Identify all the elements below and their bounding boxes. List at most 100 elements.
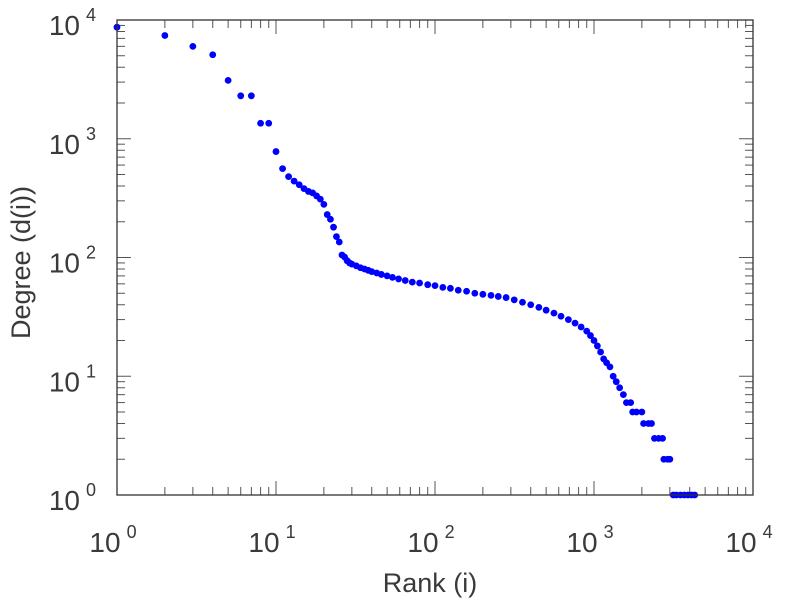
data-points — [113, 23, 699, 499]
data-point — [416, 279, 423, 287]
data-point — [439, 284, 447, 291]
data-point — [247, 92, 255, 100]
data-point — [265, 119, 273, 127]
data-point — [535, 304, 543, 311]
data-point — [627, 399, 635, 406]
data-point — [527, 301, 535, 309]
data-point — [510, 296, 518, 304]
data-point — [161, 32, 169, 39]
data-point — [335, 238, 343, 246]
data-point — [237, 92, 245, 100]
y-tick-label: 10 4 — [49, 5, 96, 41]
y-tick-base: 10 — [49, 10, 80, 41]
x-tick-base: 10 — [566, 527, 597, 558]
y-tick-label: 10 2 — [49, 243, 96, 279]
data-point — [377, 271, 385, 278]
x-tick-exponent: 0 — [127, 522, 137, 542]
y-tick-exponent: 1 — [86, 361, 96, 381]
data-point — [279, 165, 286, 173]
axis-ticks — [116, 20, 753, 496]
data-point — [471, 289, 479, 297]
data-point — [583, 327, 591, 335]
data-point — [550, 309, 558, 317]
data-point — [272, 148, 280, 155]
data-point — [502, 294, 510, 301]
data-point — [597, 348, 604, 356]
data-point — [616, 384, 624, 392]
data-point — [640, 420, 647, 427]
data-point — [479, 290, 487, 298]
data-point — [447, 284, 454, 292]
x-tick-label: 10 1 — [248, 522, 295, 558]
data-point — [401, 277, 409, 284]
y-tick-label: 10 1 — [49, 361, 96, 397]
data-point — [209, 51, 217, 59]
plot-frame — [116, 19, 754, 496]
data-point — [316, 195, 324, 203]
x-tick-exponent: 1 — [286, 522, 296, 542]
x-tick-label: 10 2 — [407, 522, 454, 558]
data-point — [519, 298, 526, 306]
data-point — [257, 119, 264, 127]
x-tick-labels: 10 0 10 1 10 2 10 3 10 4 — [89, 522, 772, 558]
data-point — [383, 272, 391, 280]
data-point — [431, 282, 439, 289]
y-tick-label: 10 3 — [49, 124, 96, 160]
data-point — [290, 177, 298, 185]
x-tick-base: 10 — [89, 527, 120, 558]
y-tick-base: 10 — [49, 248, 80, 279]
data-point — [619, 391, 627, 399]
data-point — [333, 233, 340, 240]
data-point — [395, 275, 402, 283]
y-tick-labels: 10 0 10 1 10 2 10 3 10 4 — [49, 5, 96, 516]
data-point — [189, 42, 197, 50]
data-point — [666, 455, 674, 463]
x-tick-label: 10 3 — [566, 522, 613, 558]
data-point — [463, 287, 470, 295]
y-tick-base: 10 — [49, 366, 80, 397]
data-point — [320, 200, 328, 208]
y-tick-base: 10 — [49, 485, 80, 516]
data-point — [593, 342, 601, 350]
x-tick-label: 10 0 — [89, 522, 136, 558]
y-tick-base: 10 — [49, 129, 80, 160]
data-point — [295, 181, 303, 189]
y-tick-label: 10 0 — [49, 480, 96, 516]
data-point — [564, 316, 572, 323]
data-point — [590, 337, 598, 344]
data-point — [609, 372, 617, 380]
data-point — [424, 281, 432, 289]
x-tick-exponent: 4 — [763, 522, 773, 542]
data-point — [494, 293, 502, 300]
data-point — [659, 434, 666, 442]
data-point — [571, 319, 579, 327]
x-tick-label: 10 4 — [725, 522, 772, 558]
y-tick-exponent: 2 — [86, 243, 96, 263]
data-point — [327, 215, 334, 223]
y-axis-label: Degree (d(i)) — [6, 186, 36, 339]
data-point — [648, 420, 655, 427]
data-point — [224, 77, 232, 84]
data-point — [487, 291, 495, 299]
data-point — [612, 378, 620, 386]
data-point — [285, 173, 292, 181]
y-tick-exponent: 0 — [86, 480, 96, 500]
x-tick-base: 10 — [248, 527, 279, 558]
y-tick-exponent: 3 — [86, 124, 96, 144]
data-point — [389, 273, 396, 281]
y-tick-exponent: 4 — [86, 5, 96, 25]
x-tick-exponent: 3 — [604, 522, 614, 542]
data-point — [587, 332, 594, 339]
data-point — [557, 312, 565, 320]
x-tick-exponent: 2 — [445, 522, 455, 542]
x-tick-base: 10 — [725, 527, 756, 558]
data-point — [606, 363, 614, 371]
x-axis-label: Rank (i) — [383, 568, 478, 598]
data-point — [542, 306, 550, 314]
data-point — [633, 408, 640, 416]
data-point — [454, 286, 462, 294]
data-point — [638, 408, 646, 416]
